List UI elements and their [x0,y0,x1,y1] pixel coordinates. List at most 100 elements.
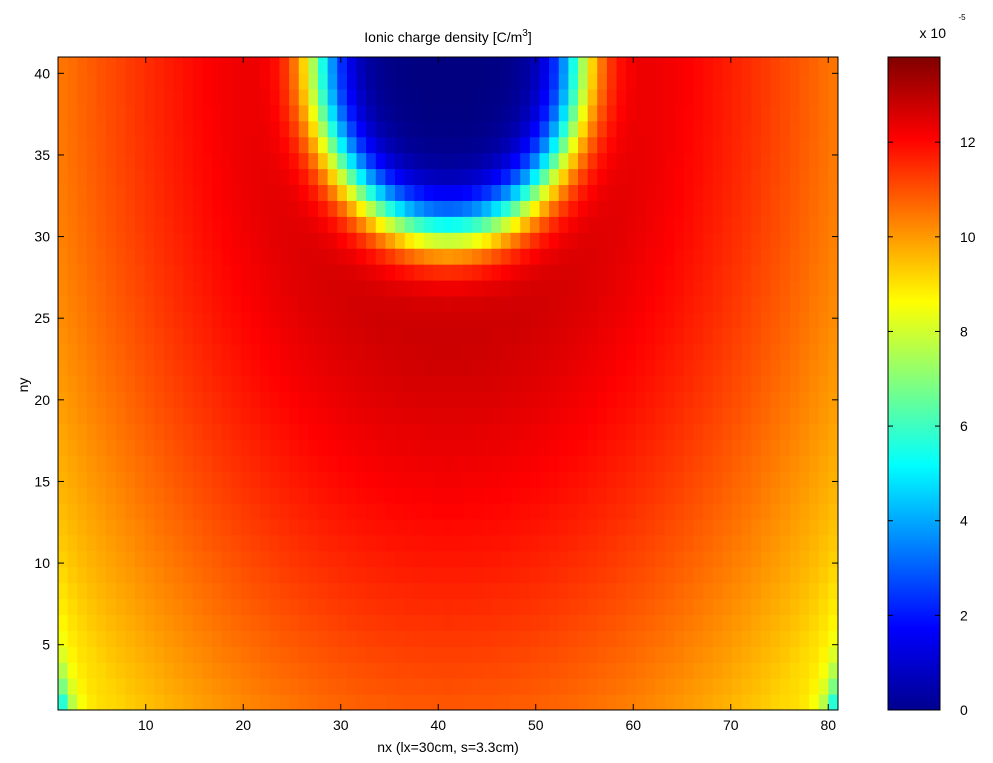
heatmap-cell [135,312,145,329]
heatmap-cell [453,535,463,552]
heatmap-cell [559,168,569,185]
heatmap-cell [347,137,357,154]
heatmap-cell [231,630,241,647]
heatmap-cell [549,583,559,600]
heatmap-cell [135,296,145,313]
colorbar-tick-label: 10 [960,229,976,245]
heatmap-cell [366,646,376,663]
heatmap-cell [260,599,270,616]
heatmap-cell [328,184,338,201]
heatmap-cell [202,407,212,424]
heatmap-cell [453,73,463,90]
heatmap-cell [799,280,809,297]
heatmap-cell [482,184,492,201]
heatmap-cell [462,614,472,631]
heatmap-cell [588,57,598,74]
heatmap-cell [154,614,164,631]
heatmap-cell [472,328,482,345]
heatmap-cell [645,455,655,472]
heatmap-cell [491,487,501,504]
heatmap-cell [251,296,261,313]
heatmap-cell [164,551,174,568]
heatmap-cell [501,407,511,424]
heatmap-cell [578,89,588,106]
heatmap-cell [568,599,578,616]
heatmap-cell [568,184,578,201]
heatmap-cell [607,487,617,504]
heatmap-cell [289,89,299,106]
heatmap-cell [607,137,617,154]
heatmap-cell [713,296,723,313]
heatmap-cell [106,423,116,440]
heatmap-cell [212,328,222,345]
heatmap-cell [790,503,800,520]
heatmap-cell [626,248,636,265]
heatmap-cell [222,312,232,329]
heatmap-cell [385,360,395,377]
heatmap-cell [530,439,540,456]
heatmap-cell [318,630,328,647]
heatmap-cell [414,567,424,584]
heatmap-cell [443,391,453,408]
heatmap-cell [501,391,511,408]
heatmap-cell [414,248,424,265]
heatmap-cell [58,439,68,456]
heatmap-cell [539,248,549,265]
heatmap-cell [684,630,694,647]
heatmap-cell [607,439,617,456]
heatmap-cell [68,376,78,393]
heatmap-cell [780,503,790,520]
heatmap-cell [385,599,395,616]
heatmap-cell [87,391,97,408]
heatmap-cell [337,694,347,711]
heatmap-cell [645,535,655,552]
heatmap-cell [366,153,376,170]
heatmap-cell [511,503,521,520]
heatmap-cell [366,121,376,138]
heatmap-cell [539,551,549,568]
heatmap-cell [530,312,540,329]
heatmap-cell [270,487,280,504]
heatmap-cell [241,168,251,185]
heatmap-cell [597,503,607,520]
heatmap-cell [405,168,415,185]
heatmap-cell [58,503,68,520]
heatmap-cell [299,376,309,393]
heatmap-cell [405,487,415,504]
heatmap-cell [87,280,97,297]
heatmap-cell [597,439,607,456]
heatmap-cell [231,455,241,472]
heatmap-cell [588,312,598,329]
heatmap-cell [799,296,809,313]
heatmap-cell [511,439,521,456]
heatmap-cell [87,694,97,711]
heatmap-cell [97,89,107,106]
heatmap-cell [366,567,376,584]
heatmap-cell [462,89,472,106]
heatmap-cell [636,121,646,138]
heatmap-cell [145,280,155,297]
heatmap-cell [597,455,607,472]
heatmap-cell [212,503,222,520]
heatmap-cell [222,264,232,281]
heatmap-cell [270,551,280,568]
heatmap-cell [713,614,723,631]
heatmap-cell [703,296,713,313]
heatmap-cell [395,614,405,631]
heatmap-cell [703,614,713,631]
heatmap-cell [116,535,126,552]
heatmap-cell [568,360,578,377]
heatmap-cell [453,423,463,440]
heatmap-cell [790,678,800,695]
heatmap-cell [539,583,549,600]
heatmap-cell [260,121,270,138]
heatmap-cell [347,232,357,249]
heatmap-cell [289,551,299,568]
heatmap-cell [722,519,732,536]
heatmap-cell [125,519,135,536]
heatmap-cell [799,105,809,122]
heatmap-cell [482,599,492,616]
heatmap-cell [231,407,241,424]
heatmap-cell [462,567,472,584]
heatmap-cell [559,646,569,663]
